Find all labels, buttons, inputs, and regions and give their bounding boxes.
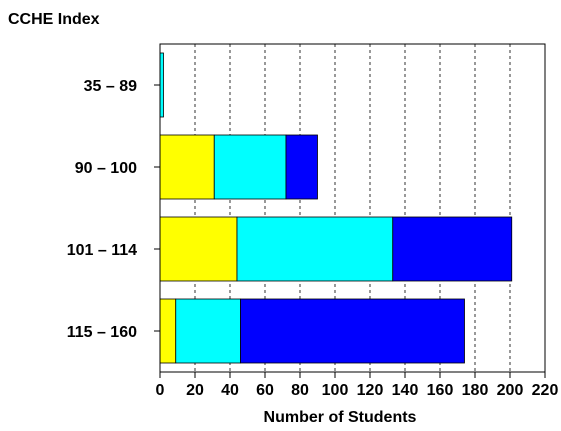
bar-segment xyxy=(175,298,241,364)
x-tick-label: 60 xyxy=(256,382,274,399)
category-label: 115 – 160 xyxy=(67,324,137,341)
x-tick-label: 220 xyxy=(532,382,559,399)
x-tick-label: 100 xyxy=(322,382,349,399)
x-tick-label: 200 xyxy=(497,382,524,399)
x-tick-label: 160 xyxy=(427,382,454,399)
bar-segment xyxy=(159,134,215,200)
bar-segment xyxy=(285,134,318,200)
y-axis: 35 – 89 90 – 100 101 – 114 115 – 160 xyxy=(67,78,160,341)
x-tick-label: 40 xyxy=(221,382,239,399)
bars xyxy=(159,52,513,364)
x-axis-label: Number of Students xyxy=(264,409,417,426)
chart-title: CCHE Index xyxy=(8,11,100,28)
bar-segment xyxy=(392,216,513,282)
category-label: 90 – 100 xyxy=(75,160,137,177)
category-label: 35 – 89 xyxy=(84,78,137,95)
x-tick-label: 180 xyxy=(462,382,489,399)
grid xyxy=(194,44,511,372)
bar-segment xyxy=(159,298,177,364)
x-tick-label: 20 xyxy=(186,382,204,399)
bar-segment xyxy=(159,216,238,282)
bar-segment xyxy=(213,134,287,200)
x-axis: 0 20 40 60 80 100 120 140 160 180 200 220 xyxy=(156,372,559,399)
bar-segment xyxy=(159,52,164,118)
bar-segment xyxy=(236,216,394,282)
x-tick-label: 140 xyxy=(392,382,419,399)
category-label: 101 – 114 xyxy=(67,242,137,259)
plot-frame xyxy=(159,43,546,373)
x-tick-label: 0 xyxy=(156,382,165,399)
bar-segment xyxy=(240,298,465,364)
x-tick-label: 80 xyxy=(291,382,309,399)
x-tick-label: 120 xyxy=(357,382,384,399)
